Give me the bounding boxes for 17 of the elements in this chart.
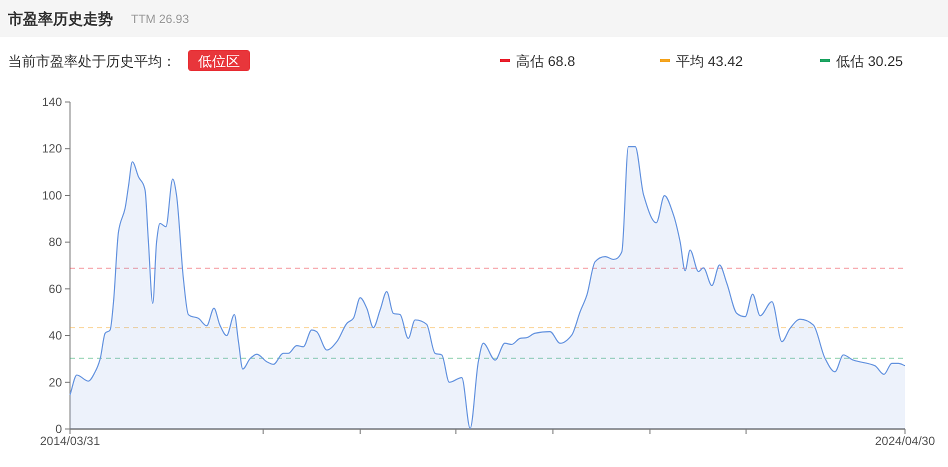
y-tick-label: 80 <box>48 235 62 250</box>
y-tick-label: 120 <box>42 142 62 156</box>
x-tick-label: 2024/04/30 <box>874 434 936 448</box>
x-tick-label: 2014/03/31 <box>40 434 100 448</box>
text: 低位区 <box>198 53 240 69</box>
y-tick-label: 0 <box>55 422 62 436</box>
legend-label: 高估 68.8 <box>516 53 576 69</box>
text: 当前市盈率处于历史平均： <box>8 53 176 69</box>
y-tick-label: 40 <box>48 328 62 343</box>
chart-subtitle: TTM 26.93 <box>131 12 190 26</box>
y-tick-label: 140 <box>42 95 62 109</box>
chart-title: 市盈率历史走势 <box>7 10 113 28</box>
legend-label: 低估 30.25 <box>836 53 904 69</box>
y-tick-label: 60 <box>48 282 62 296</box>
legend-label: 平均 43.42 <box>676 53 744 69</box>
y-tick-label: 20 <box>48 375 62 390</box>
y-tick-label: 100 <box>42 188 62 202</box>
